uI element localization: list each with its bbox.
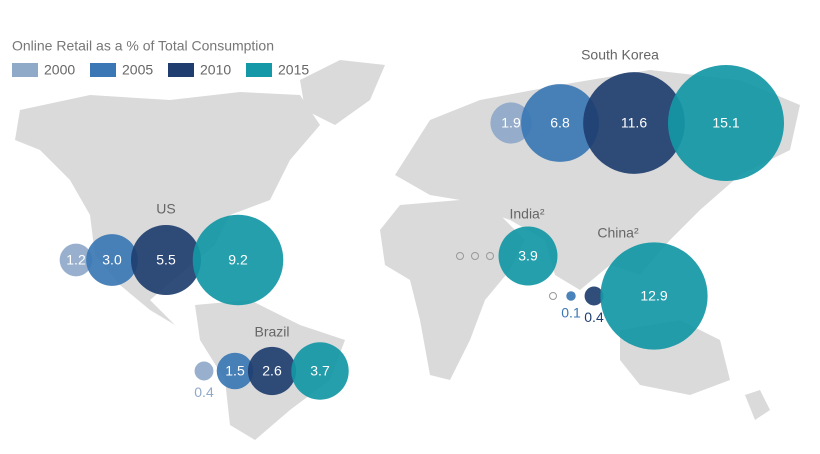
bubble bbox=[490, 102, 532, 144]
bubble-label: 0.4 bbox=[194, 384, 214, 400]
bubble-label: 0.4 bbox=[584, 309, 604, 325]
bubbles: US 1.2 3.0 5.5 9.2 Brazil 0.4 1.5 2.6 3.7 South Ko… bbox=[59, 47, 784, 400]
bubble-label: 1.2 bbox=[66, 252, 86, 268]
bubble-label: 1.9 bbox=[501, 115, 521, 131]
bubble bbox=[668, 65, 784, 181]
bubble bbox=[600, 242, 708, 350]
bubble-label: 1.5 bbox=[225, 363, 245, 379]
bubble bbox=[192, 214, 284, 306]
bubble bbox=[194, 361, 214, 381]
no-data-circle bbox=[456, 252, 464, 260]
legend-swatch bbox=[12, 63, 38, 77]
country-label: India² bbox=[509, 206, 544, 222]
no-data-circle bbox=[471, 252, 479, 260]
bubble-label: 15.1 bbox=[712, 115, 739, 131]
legend-swatch bbox=[168, 63, 194, 77]
bubble-label: 5.5 bbox=[156, 252, 176, 268]
legend: 2000 2005 2010 2015 bbox=[12, 62, 309, 78]
bubble bbox=[583, 72, 685, 174]
country-label: China² bbox=[597, 225, 639, 241]
no-data-circle bbox=[549, 292, 557, 300]
bubble bbox=[498, 226, 558, 286]
no-data-circle bbox=[486, 252, 494, 260]
bubble-label: 3.0 bbox=[102, 252, 122, 268]
bubble bbox=[86, 234, 138, 286]
bubble bbox=[584, 286, 604, 306]
bubble bbox=[247, 346, 297, 396]
bubble bbox=[291, 342, 349, 400]
bubble bbox=[59, 243, 93, 277]
country-label: Brazil bbox=[254, 324, 289, 340]
legend-label: 2010 bbox=[200, 62, 231, 78]
bubble-label: 2.6 bbox=[262, 363, 282, 379]
bubble-label: 3.7 bbox=[310, 363, 330, 379]
bubble-label: 12.9 bbox=[640, 288, 667, 304]
bubble-label: 0.1 bbox=[561, 304, 581, 320]
bubble bbox=[130, 224, 202, 296]
country-label: US bbox=[156, 201, 175, 217]
bubble-label: 11.6 bbox=[621, 115, 647, 131]
legend-swatch bbox=[90, 63, 116, 77]
bubble bbox=[216, 352, 254, 390]
legend-label: 2005 bbox=[122, 62, 153, 78]
chart-title: Online Retail as a % of Total Consumptio… bbox=[12, 38, 274, 54]
bubble-label: 9.2 bbox=[228, 252, 248, 268]
country-label: South Korea bbox=[581, 47, 659, 63]
bubble bbox=[566, 291, 576, 301]
legend-label: 2000 bbox=[44, 62, 75, 78]
bubble-label: 3.9 bbox=[518, 248, 538, 264]
legend-label: 2015 bbox=[278, 62, 309, 78]
bubble-label: 6.8 bbox=[550, 115, 570, 131]
legend-swatch bbox=[246, 63, 272, 77]
bubble bbox=[521, 84, 599, 162]
